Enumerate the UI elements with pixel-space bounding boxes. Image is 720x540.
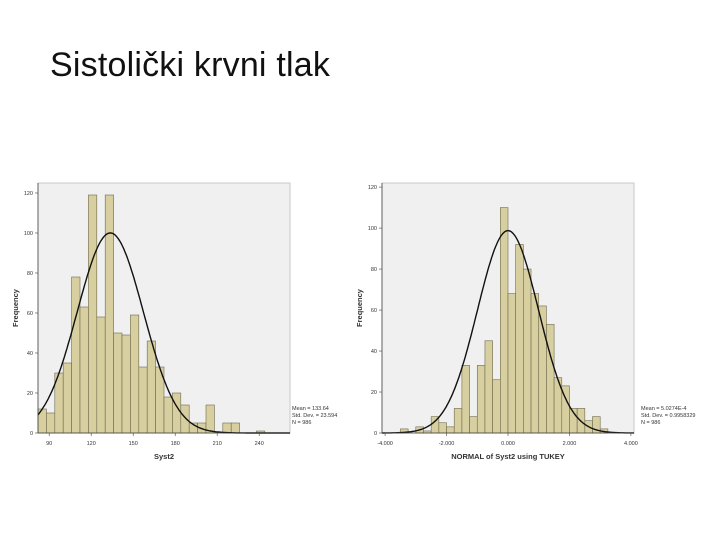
y-tick-label: 120 (368, 185, 377, 191)
x-tick-label: 4.000 (624, 441, 638, 447)
histogram-bar (523, 268, 532, 434)
y-axis-label: Frequency (355, 288, 364, 327)
histogram-bar (104, 194, 114, 434)
x-tick-label: -4.000 (377, 441, 393, 447)
histogram-bar (530, 293, 540, 434)
y-axis-label: Frequency (11, 288, 20, 327)
y-tick-label: 40 (27, 351, 33, 357)
histogram-bar (130, 314, 140, 434)
y-tick-label: 100 (24, 231, 33, 237)
histogram-bar (546, 324, 555, 434)
histogram-bar (71, 276, 81, 434)
stat-mean: Mean = 5.0274E-4 (641, 406, 687, 412)
histogram-bar (113, 332, 123, 434)
histogram-bar (507, 293, 516, 434)
y-tick-label: 0 (374, 431, 377, 437)
histogram-bar (469, 416, 478, 434)
stat-mean: Mean = 133.64 (292, 406, 329, 412)
x-tick-label: -2.000 (439, 441, 455, 447)
histogram-bar (461, 365, 470, 434)
histogram-bar (96, 316, 106, 434)
stats-box-normal-tukey: Mean = 5.0274E-4 Std. Dev. = 0.9958329 N =… (641, 406, 695, 427)
histogram-syst2-svg: 0 20 40 60 80 100 120 90 120 150 180 210 240 Syst2 Fre… (11, 182, 291, 461)
y-tick-label: 0 (30, 431, 33, 437)
histogram-bar (222, 422, 232, 434)
histogram-normal-tukey: 0 20 40 60 80 100 120 -4.000 -2.000 0.000 2.000 4.0… (352, 178, 642, 468)
histogram-bar (62, 362, 72, 434)
x-tick-label: 210 (213, 441, 222, 447)
x-tick-label: 0.000 (501, 441, 515, 447)
stats-box-syst2: Mean = 133.64 Std. Dev. = 23.594 N = 986 (292, 406, 337, 427)
histogram-bar (172, 392, 182, 434)
y-tick-label: 80 (27, 271, 33, 277)
y-tick-label: 100 (368, 226, 377, 232)
slide-title: Sistolički krvni tlak (50, 46, 331, 84)
histogram-bar (484, 340, 493, 434)
histogram-bar (500, 207, 509, 434)
histogram-bar (180, 404, 190, 434)
histogram-bar (515, 244, 524, 434)
histogram-normal-tukey-svg: 0 20 40 60 80 100 120 -4.000 -2.000 0.000 2.000 4.0… (355, 182, 638, 461)
histogram-bar (88, 194, 98, 434)
histogram-bar (146, 340, 156, 434)
y-tick-label: 60 (371, 308, 377, 314)
histogram-syst2: 0 20 40 60 80 100 120 90 120 150 180 210 240 Syst2 Fre… (8, 178, 298, 468)
x-tick-label: 120 (87, 441, 96, 447)
normal-curve (382, 229, 635, 434)
y-tick-label: 120 (24, 191, 33, 197)
histogram-bar (121, 334, 131, 434)
stat-n: N = 986 (292, 420, 312, 426)
x-tick-label: 240 (255, 441, 264, 447)
histogram-bar (205, 404, 215, 434)
histogram-bar (46, 412, 56, 434)
x-tick-label: 180 (171, 441, 180, 447)
histogram-bar (446, 426, 455, 434)
histogram-bar (492, 379, 501, 434)
stat-sd: Std. Dev. = 0.9958329 (641, 413, 696, 419)
histogram-bar (163, 396, 173, 434)
y-tick-label: 20 (371, 390, 377, 396)
x-tick-label: 90 (46, 441, 52, 447)
y-tick-label: 60 (27, 311, 33, 317)
x-tick-label: 2.000 (563, 441, 577, 447)
histogram-bar (138, 366, 148, 434)
histogram-bar (230, 422, 240, 434)
histogram-bar (453, 408, 463, 434)
x-tick-label: 150 (129, 441, 138, 447)
y-tick-label: 40 (371, 349, 377, 355)
x-axis-label: Syst2 (154, 452, 174, 461)
stat-sd: Std. Dev. = 23.594 (292, 413, 338, 419)
histogram-bar (476, 365, 486, 434)
histogram-bar (438, 422, 447, 434)
y-tick-label: 20 (27, 391, 33, 397)
stat-n: N = 986 (641, 420, 661, 426)
histogram-bar (79, 306, 89, 434)
x-axis-label: NORMAL of Syst2 using TUKEY (451, 452, 565, 461)
y-tick-label: 80 (371, 267, 377, 273)
